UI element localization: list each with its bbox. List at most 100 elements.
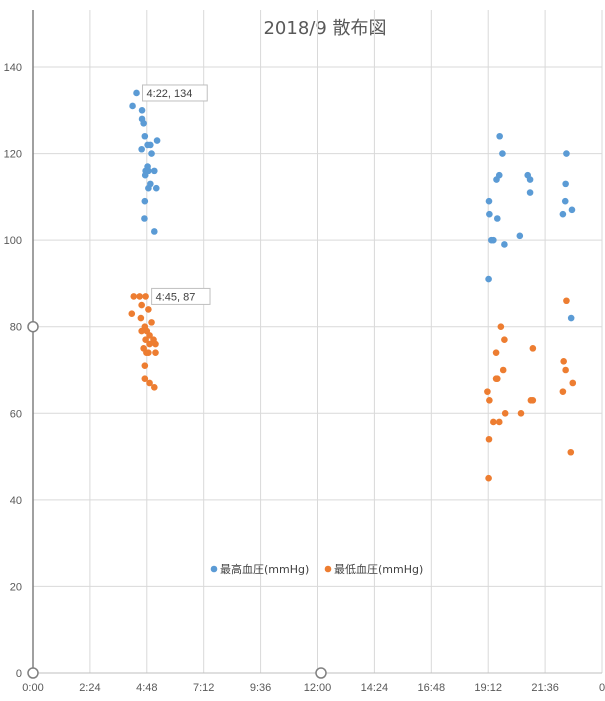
legend: 最高血圧(mmHg) 最低血圧(mmHg) bbox=[210, 562, 423, 576]
diastolic-point bbox=[146, 379, 153, 387]
systolic-point bbox=[563, 150, 570, 157]
systolic-point bbox=[141, 171, 149, 179]
x-tick-label: 14:24 bbox=[361, 682, 389, 694]
diastolic-point bbox=[562, 366, 569, 374]
diastolic-point bbox=[142, 293, 149, 300]
systolic-point bbox=[559, 210, 567, 218]
diastolic-point bbox=[499, 366, 507, 374]
y-tick-label: 80 bbox=[10, 322, 22, 334]
resize-handle[interactable] bbox=[27, 320, 39, 333]
data-label-box bbox=[151, 287, 211, 305]
systolic-point bbox=[138, 145, 145, 153]
systolic-point bbox=[153, 137, 161, 144]
diastolic-point bbox=[138, 301, 145, 309]
systolic-point bbox=[526, 176, 534, 183]
selection-handles[interactable] bbox=[27, 320, 327, 679]
systolic-point bbox=[138, 106, 146, 114]
y-axis-tick-labels: 0 20 40 60 80 100 120 140 bbox=[4, 62, 22, 680]
diastolic-point bbox=[501, 409, 509, 417]
x-tick-label: 19:12 bbox=[474, 682, 502, 694]
systolic-point bbox=[490, 236, 497, 244]
diastolic-point bbox=[569, 379, 577, 387]
diastolic-point bbox=[141, 362, 149, 369]
systolic-point bbox=[129, 102, 136, 110]
x-tick-label: 0 bbox=[599, 682, 605, 694]
x-axis-tick-labels: 0:00 2:24 4:48 7:12 9:36 12:00 14:24 16:48 19:12… bbox=[22, 682, 605, 694]
diastolic-point bbox=[563, 297, 570, 305]
diastolic-point bbox=[142, 336, 149, 344]
diastolic-point bbox=[128, 310, 136, 318]
x-tick-label: 16:48 bbox=[418, 682, 446, 694]
legend-marker bbox=[210, 565, 218, 573]
y-tick-label: 60 bbox=[10, 408, 22, 420]
x-tick-label: 12:00 bbox=[304, 682, 332, 694]
x-tick-label: 0:00 bbox=[22, 682, 43, 694]
diastolic-point bbox=[146, 340, 153, 348]
x-tick-label: 4:48 bbox=[136, 682, 157, 694]
systolic-point bbox=[133, 89, 140, 97]
systolic-point bbox=[485, 275, 492, 283]
legend-marker bbox=[324, 565, 332, 573]
resize-handle[interactable] bbox=[315, 667, 327, 679]
diastolic-point bbox=[152, 349, 159, 356]
legend-entry: 最低血圧(mmHg) bbox=[334, 562, 423, 576]
diastolic-point bbox=[137, 314, 145, 322]
systolic-point bbox=[151, 167, 158, 175]
diastolic-point bbox=[146, 332, 153, 339]
diastolic-point bbox=[152, 340, 159, 348]
x-tick-label: 9:36 bbox=[250, 682, 271, 694]
y-tick-label: 140 bbox=[4, 62, 22, 74]
systolic-point bbox=[141, 132, 149, 140]
data-label: 4:45, 87 bbox=[156, 291, 196, 303]
y-tick-label: 100 bbox=[4, 235, 22, 247]
y-tick-label: 40 bbox=[10, 495, 22, 507]
diastolic-point bbox=[485, 435, 493, 443]
systolic-point bbox=[567, 314, 575, 322]
systolic-point bbox=[496, 132, 503, 140]
systolic-point bbox=[499, 150, 506, 157]
legend-entry: 最高血圧(mmHg) bbox=[220, 562, 309, 576]
systolic-point bbox=[152, 184, 160, 192]
systolic-point bbox=[140, 119, 147, 127]
systolic-point bbox=[561, 197, 569, 205]
diastolic-point bbox=[495, 418, 503, 426]
x-tick-label: 2:24 bbox=[79, 682, 100, 694]
systolic-point bbox=[141, 197, 149, 205]
systolic-point bbox=[485, 197, 493, 205]
diastolic-point bbox=[485, 474, 492, 482]
diastolic-point bbox=[559, 388, 567, 395]
diastolic-point bbox=[529, 397, 537, 404]
data-label-callouts: 4:22, 134 4:45, 87 bbox=[142, 84, 211, 305]
systolic-point bbox=[568, 206, 576, 214]
gridlines bbox=[33, 10, 603, 673]
diastolic-point bbox=[145, 306, 152, 313]
data-label: 4:22, 134 bbox=[147, 88, 193, 100]
diastolic-point bbox=[529, 345, 537, 352]
systolic-point bbox=[562, 180, 569, 188]
systolic-point bbox=[493, 215, 501, 222]
diastolic-point bbox=[148, 319, 155, 326]
systolic-point bbox=[141, 215, 148, 222]
diastolic-point bbox=[484, 388, 491, 395]
diastolic-point bbox=[517, 409, 525, 417]
diastolic-point bbox=[143, 349, 150, 356]
y-tick-label: 0 bbox=[16, 668, 22, 680]
data-label-box bbox=[142, 84, 208, 102]
systolic-point bbox=[145, 184, 152, 192]
systolic-point bbox=[144, 141, 151, 149]
chart-title: 2018/9 散布図 bbox=[263, 18, 386, 39]
diastolic-point bbox=[492, 375, 500, 382]
diastolic-point bbox=[560, 358, 567, 365]
systolic-point bbox=[486, 210, 493, 218]
resize-handle[interactable] bbox=[27, 667, 39, 679]
diastolic-point bbox=[567, 448, 575, 456]
diastolic-point bbox=[490, 418, 497, 426]
diastolic-point bbox=[151, 384, 158, 391]
x-tick-label: 21:36 bbox=[531, 682, 559, 694]
diastolic-point bbox=[138, 327, 145, 335]
y-tick-label: 20 bbox=[10, 581, 22, 593]
systolic-point bbox=[526, 189, 534, 196]
x-tick-label: 7:12 bbox=[193, 682, 214, 694]
systolic-point bbox=[493, 176, 500, 183]
